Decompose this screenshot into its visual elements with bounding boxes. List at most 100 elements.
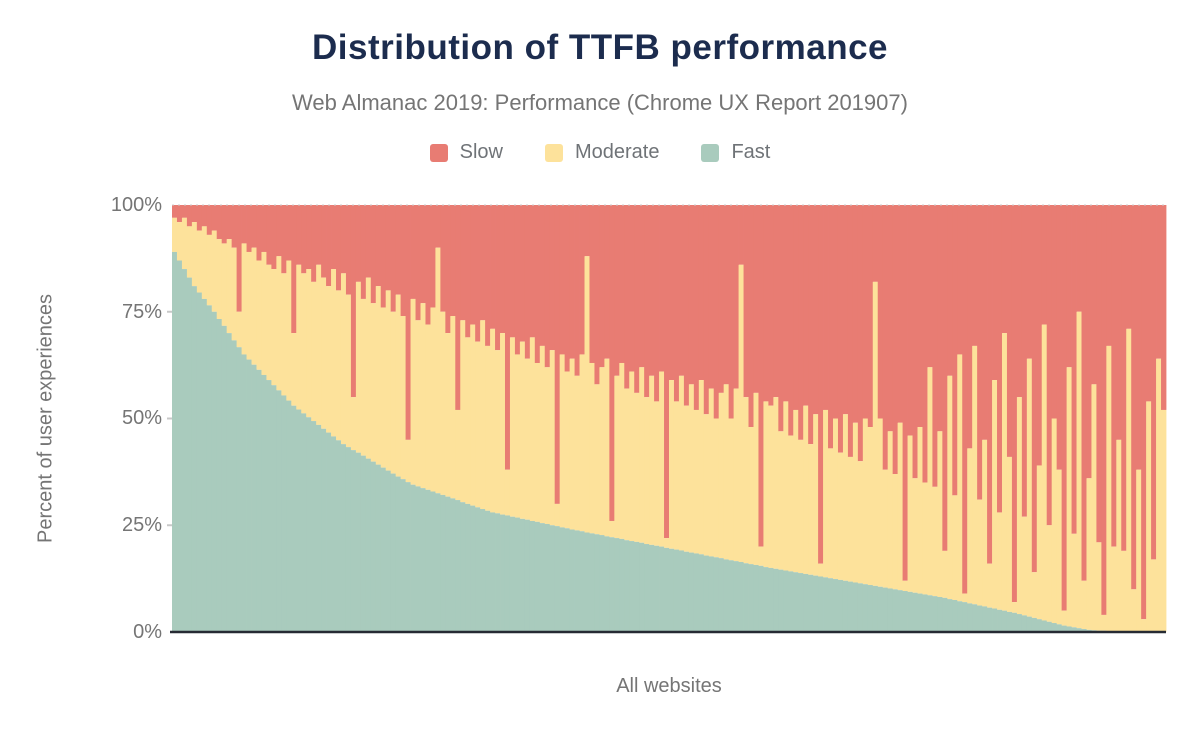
bar-segment-slow — [460, 205, 466, 321]
bar-segment-moderate — [837, 452, 844, 580]
bar-segment-moderate — [500, 333, 506, 515]
bar-segment-moderate — [579, 354, 585, 532]
bar-segment-fast — [544, 523, 551, 632]
bar-segment-moderate — [266, 264, 272, 381]
bar-segment-moderate — [833, 418, 839, 580]
bar-segment-fast — [465, 503, 471, 632]
bar-segment-fast — [887, 588, 894, 632]
bar-segment-moderate — [728, 418, 735, 561]
bar-segment-slow — [514, 205, 521, 355]
bar-segment-slow — [654, 205, 660, 402]
bar-segment-slow — [992, 205, 998, 381]
bar-segment-fast — [355, 452, 362, 632]
bar-segment-slow — [669, 205, 675, 381]
bar-segment-slow — [201, 205, 208, 227]
y-tick-0: 0% — [133, 621, 162, 643]
bar-segment-slow — [887, 205, 894, 432]
bar-segment-slow — [529, 205, 536, 338]
bar-segment-fast — [569, 529, 575, 632]
bar-segment-fast — [902, 591, 908, 632]
bar-segment-fast — [1026, 616, 1033, 632]
bar-segment-slow — [952, 205, 958, 496]
bar-segment-moderate — [211, 230, 218, 312]
bar-segment-fast — [1021, 615, 1028, 632]
bar-segment-moderate — [1071, 533, 1077, 628]
bar-segment-moderate — [201, 226, 208, 299]
bar-segment-slow — [1146, 205, 1152, 402]
bar-segment-moderate — [708, 388, 715, 557]
legend-label-fast: Fast — [731, 141, 771, 163]
bar-segment-fast — [316, 424, 322, 632]
bar-segment-slow — [569, 205, 575, 359]
bar-segment-moderate — [718, 392, 725, 559]
bar-segment-slow — [718, 205, 725, 393]
bar-segment-moderate — [803, 405, 809, 574]
bar-segment-fast — [728, 560, 735, 632]
bar-segment-fast — [917, 593, 923, 632]
bar-segment-fast — [1011, 612, 1018, 632]
bar-segment-slow — [768, 205, 774, 406]
bar-segment-slow — [539, 205, 546, 346]
bar-segment-slow — [882, 205, 889, 470]
bar-segment-moderate — [897, 422, 903, 591]
bar-segment-slow — [1116, 205, 1122, 440]
bar-segment-slow — [773, 205, 779, 398]
bar-segment-moderate — [927, 367, 933, 596]
bar-segment-moderate — [509, 337, 516, 517]
bar-segment-slow — [907, 205, 913, 436]
bar-segment-fast — [539, 523, 546, 633]
bar-segment-fast — [246, 359, 252, 632]
bar-segment-moderate — [823, 409, 829, 578]
bar-segment-fast — [375, 464, 382, 632]
bar-segment-moderate — [350, 397, 357, 451]
bar-segment-moderate — [206, 234, 213, 306]
bar-segment-slow — [172, 205, 178, 218]
bar-segment-moderate — [321, 277, 327, 429]
bar-segment-moderate — [455, 409, 461, 501]
bar-segment-slow — [1126, 205, 1132, 329]
legend-swatch-slow-icon — [429, 143, 448, 162]
legend-label-moderate: Moderate — [574, 141, 660, 163]
bar-segment-slow — [266, 205, 272, 265]
bar-segment-moderate — [862, 418, 869, 585]
bar-segment-moderate — [420, 303, 426, 489]
bar-segment-moderate — [365, 277, 372, 459]
bar-segment-slow — [271, 205, 277, 270]
bar-segment-slow — [1156, 205, 1162, 359]
bar-segment-slow — [311, 205, 317, 282]
bar-segment-slow — [818, 205, 824, 564]
bar-segment-slow — [415, 205, 421, 321]
bar-segment-moderate — [1091, 384, 1097, 631]
bar-segment-slow — [922, 205, 928, 483]
bar-segment-fast — [480, 509, 486, 632]
bar-segment-moderate — [1096, 542, 1102, 631]
bar-segment-fast — [907, 591, 913, 632]
bar-segment-slow — [1056, 205, 1063, 470]
bar-segment-slow — [758, 205, 764, 547]
bar-segment-fast — [286, 400, 292, 632]
bar-segment-moderate — [231, 247, 238, 341]
bar-segment-fast — [554, 526, 561, 632]
bar-segment-slow — [763, 205, 769, 402]
bar-segment-slow — [664, 205, 670, 539]
bar-segment-fast — [818, 576, 824, 632]
bar-segment-fast — [331, 436, 337, 632]
bar-segment-slow — [176, 205, 183, 223]
bar-segment-fast — [206, 305, 213, 632]
bar-segment-fast — [176, 260, 183, 632]
bar-segment-slow — [728, 205, 735, 419]
bar-segment-fast — [509, 516, 516, 632]
bar-segment-moderate — [181, 217, 188, 270]
bar-segment-moderate — [937, 431, 943, 597]
bar-segment-moderate — [748, 427, 754, 565]
bar-segment-fast — [927, 595, 933, 632]
bar-segment-fast — [271, 385, 277, 632]
bar-segment-moderate — [952, 495, 958, 600]
bar-segment-moderate — [435, 247, 441, 494]
bar-segment-slow — [410, 205, 416, 299]
bar-segment-slow — [1051, 205, 1058, 419]
bar-segment-fast — [634, 541, 640, 632]
bar-segment-fast — [624, 540, 630, 632]
bar-segment-slow — [241, 205, 247, 244]
